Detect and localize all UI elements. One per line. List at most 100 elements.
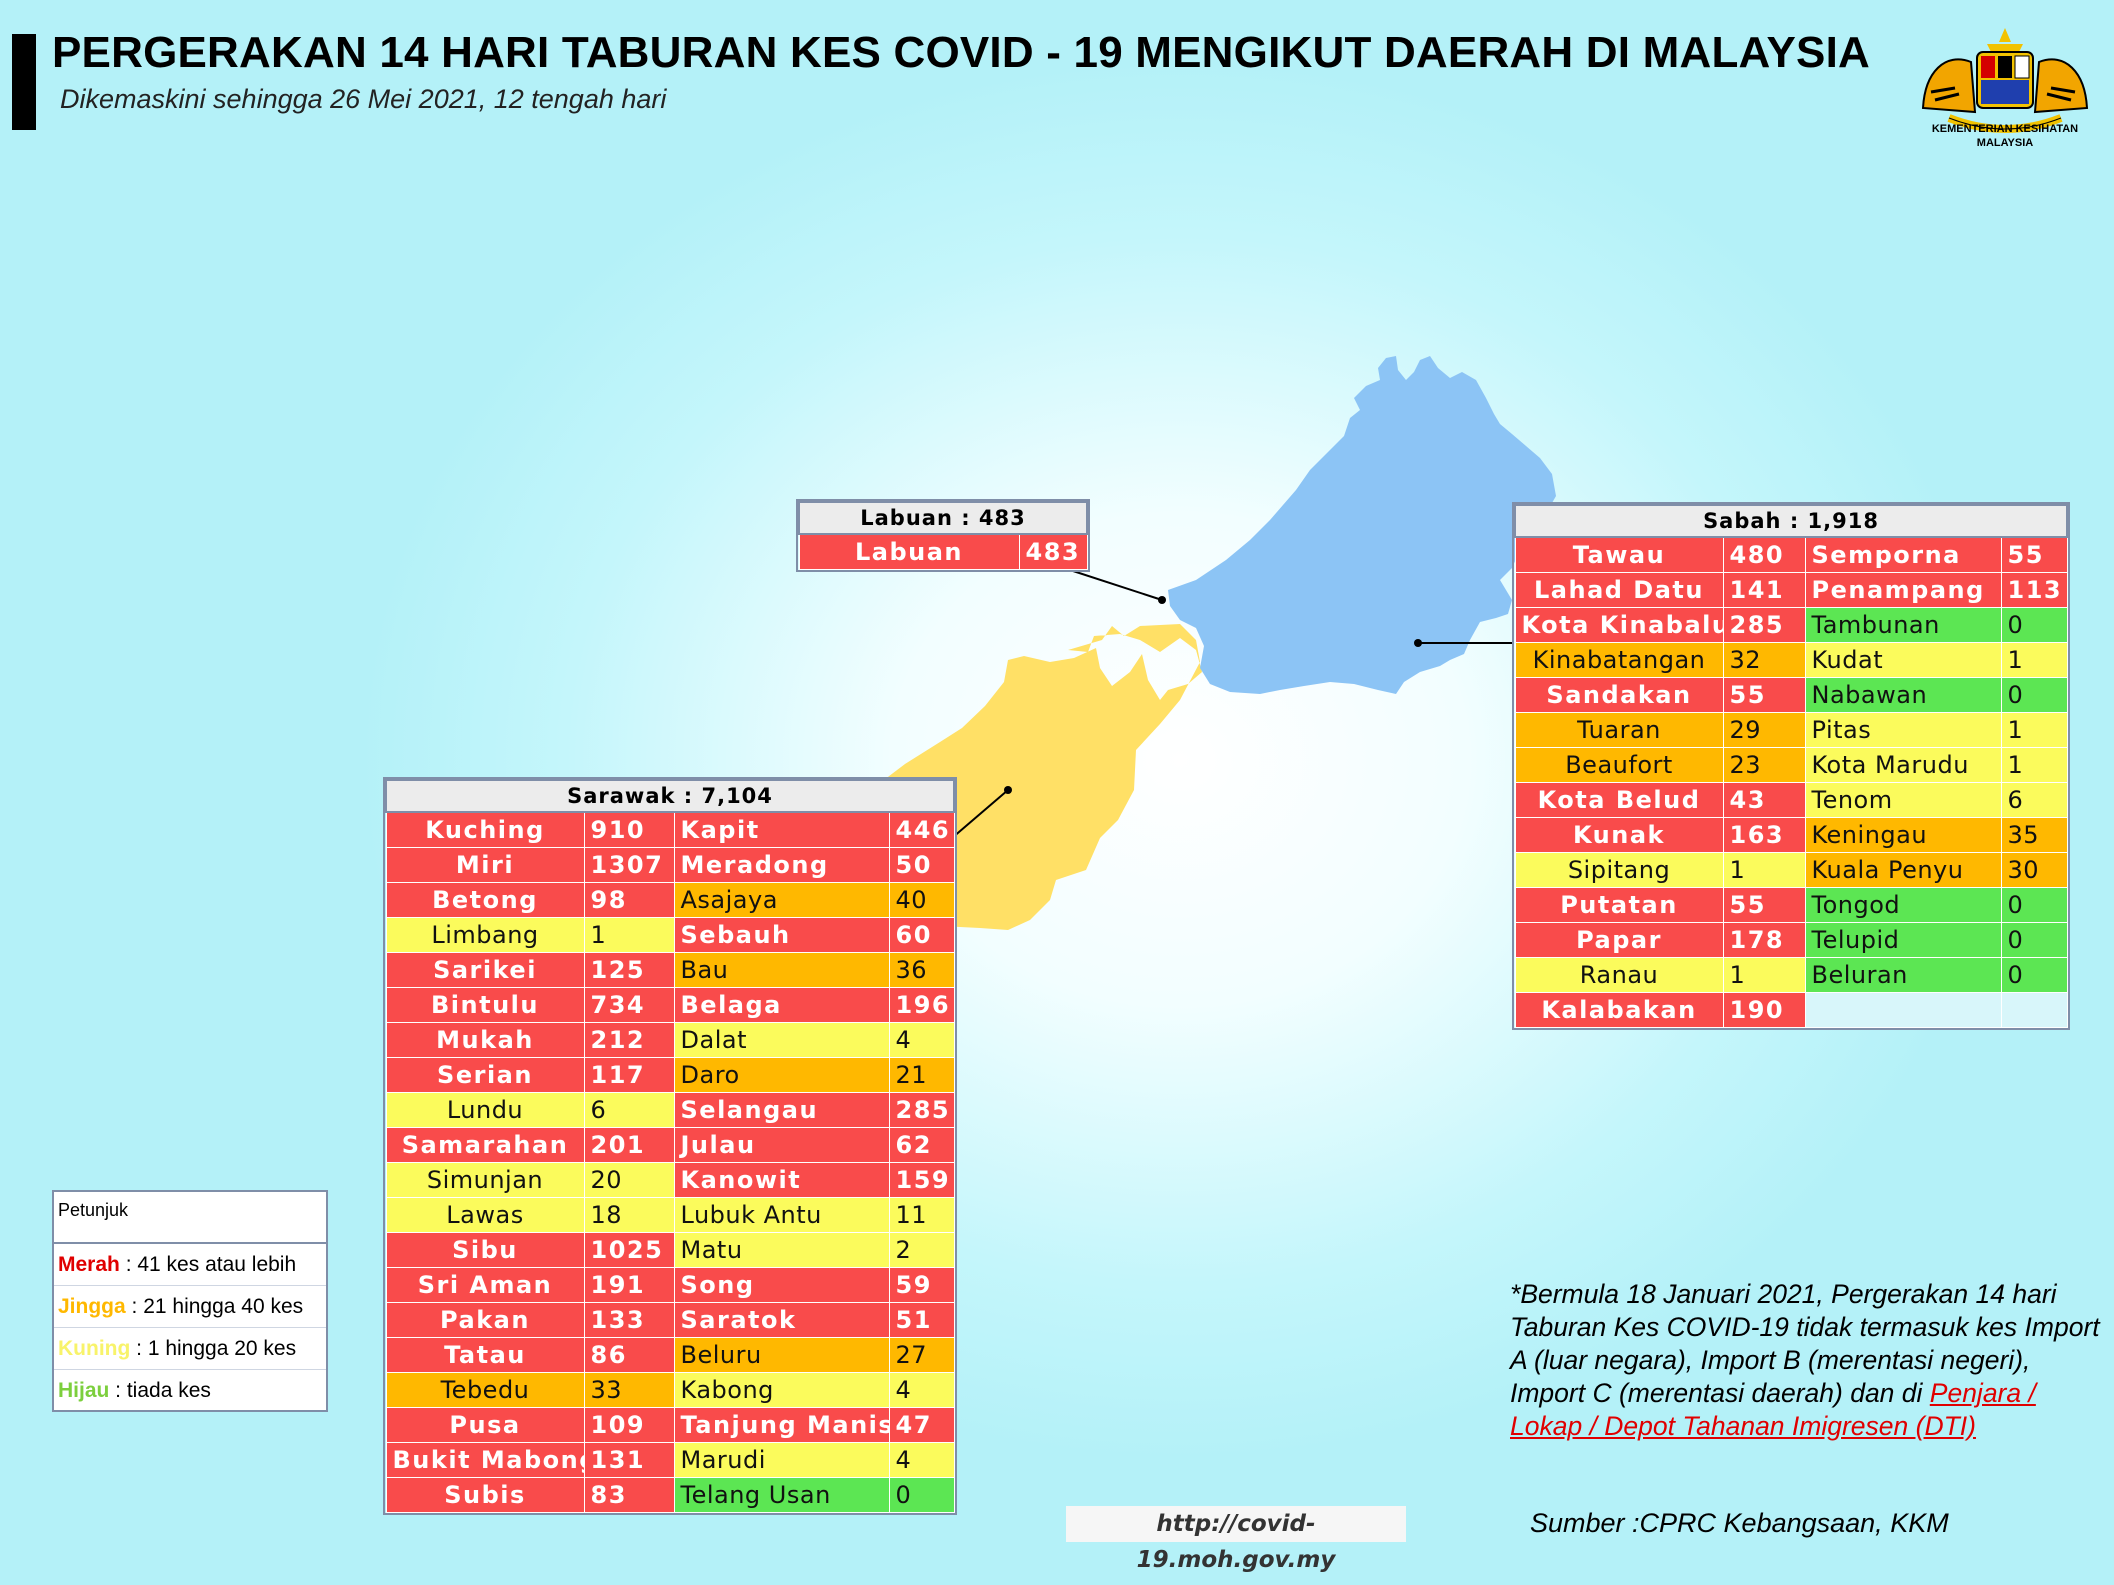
legend-description: : 1 hingga 20 kes [130, 1337, 297, 1360]
district-cases: 36 [888, 952, 955, 988]
district-name: Marudi [673, 1442, 890, 1478]
district-name: Song [673, 1267, 890, 1303]
district-name: Daro [673, 1057, 890, 1093]
sarawak-leader-line [951, 789, 1009, 839]
district-cases: 62 [888, 1127, 955, 1163]
district-cases: 35 [2000, 817, 2068, 853]
district-cases: 55 [1722, 887, 1806, 923]
district-name: Papar [1514, 922, 1724, 958]
table-row: Kota Kinabalu 285 Tambunan 0 [1514, 607, 2068, 643]
district-name: Putatan [1514, 887, 1724, 923]
district-name: Lahad Datu [1514, 572, 1724, 608]
table-row: Sibu 1025 Matu 2 [385, 1232, 955, 1268]
table-row: Lundu 6 Selangau 285 [385, 1092, 955, 1128]
district-cases: 1 [583, 917, 675, 953]
table-row: Papar 178 Telupid 0 [1514, 922, 2068, 958]
district-cases: 60 [888, 917, 955, 953]
district-cases: 55 [1722, 677, 1806, 713]
labuan-table: Labuan : 483 Labuan 483 [795, 499, 1091, 572]
table-row: Sarikei 125 Bau 36 [385, 952, 955, 988]
table-row: Serian 117 Daro 21 [385, 1057, 955, 1093]
district-cases: 4 [888, 1442, 955, 1478]
table-row: Sandakan 55 Nabawan 0 [1514, 677, 2068, 713]
district-name: Lawas [385, 1197, 585, 1233]
labuan-table-header: Labuan : 483 [797, 501, 1089, 535]
district-cases: 109 [583, 1407, 675, 1443]
table-row: Samarahan 201 Julau 62 [385, 1127, 955, 1163]
district-name: Pitas [1804, 712, 2002, 748]
district-cases: 29 [1722, 712, 1806, 748]
source-url[interactable]: http://covid-19.moh.gov.my [1066, 1506, 1406, 1573]
district-cases: 191 [583, 1267, 675, 1303]
district-name: Serian [385, 1057, 585, 1093]
district-cases: 212 [583, 1022, 675, 1058]
district-name: Kapit [673, 811, 890, 848]
sarawak-point [1004, 786, 1012, 794]
district-cases: 98 [583, 882, 675, 918]
table-row: Kunak 163 Keningau 35 [1514, 817, 2068, 853]
district-cases: 910 [583, 811, 675, 848]
district-cases: 43 [1722, 782, 1806, 818]
district-cases: 2 [888, 1232, 955, 1268]
sabah-table-header: Sabah : 1,918 [1513, 504, 2069, 538]
district-name: Subis [385, 1477, 585, 1513]
district-name: Kalabakan [1514, 992, 1724, 1028]
district-name: Keningau [1804, 817, 2002, 853]
page-title: PERGERAKAN 14 HARI TABURAN KES COVID - 1… [52, 28, 1870, 77]
table-row: Lahad Datu 141 Penampang 113 [1514, 572, 2068, 608]
district-cases: 1 [2000, 747, 2068, 783]
district-cases: 1 [1722, 957, 1806, 993]
district-name: Tatau [385, 1337, 585, 1373]
district-name: Sarikei [385, 952, 585, 988]
district-name: Tebedu [385, 1372, 585, 1408]
legend-item: Merah : 41 kes atau lebih [54, 1244, 326, 1286]
district-name: Pusa [385, 1407, 585, 1443]
district-name: Kuching [385, 811, 585, 848]
district-name: Kabong [673, 1372, 890, 1408]
table-row: Putatan 55 Tongod 0 [1514, 887, 2068, 923]
district-cases: 178 [1722, 922, 1806, 958]
district-name: Tuaran [1514, 712, 1724, 748]
legend-item: Jingga : 21 hingga 40 kes [54, 1286, 326, 1328]
district-cases: 285 [888, 1092, 955, 1128]
legend-description: : tiada kes [109, 1379, 211, 1402]
district-name: Julau [673, 1127, 890, 1163]
district-cases: 6 [583, 1092, 675, 1128]
district-name: Sri Aman [385, 1267, 585, 1303]
district-cases: 159 [888, 1162, 955, 1198]
footnote-link[interactable]: Penjara / Lokap / Depot Tahanan Imigrese… [1510, 1378, 2036, 1441]
district-name: Dalat [673, 1022, 890, 1058]
empty-cell [1804, 992, 2002, 1028]
district-cases: 0 [2000, 677, 2068, 713]
legend-description: : 41 kes atau lebih [119, 1253, 297, 1276]
district-name: Ranau [1514, 957, 1724, 993]
district-cases: 483 [1018, 533, 1088, 570]
district-cases: 163 [1722, 817, 1806, 853]
legend-key: Hijau [58, 1379, 110, 1402]
labuan-leader-line [1069, 569, 1163, 601]
district-cases: 133 [583, 1302, 675, 1338]
district-name: Kanowit [673, 1162, 890, 1198]
sarawak-table: Sarawak : 7,104 Kuching 910 Kapit 446 Miri 13… [383, 777, 957, 1515]
district-name: Telang Usan [673, 1477, 890, 1513]
legend-description: : 21 hingga 40 kes [125, 1295, 304, 1318]
legend-key: Jingga [58, 1295, 126, 1318]
labuan-point [1158, 596, 1166, 604]
table-row: Mukah 212 Dalat 4 [385, 1022, 955, 1058]
district-name: Tenom [1804, 782, 2002, 818]
title-accent-bar [12, 34, 36, 130]
district-cases: 1 [1722, 852, 1806, 888]
table-row: Kota Belud 43 Tenom 6 [1514, 782, 2068, 818]
district-name: Bau [673, 952, 890, 988]
table-row: Labuan 483 [798, 533, 1088, 570]
district-name: Sipitang [1514, 852, 1724, 888]
table-row: Lawas 18 Lubuk Antu 11 [385, 1197, 955, 1233]
district-cases: 141 [1722, 572, 1806, 608]
district-cases: 285 [1722, 607, 1806, 643]
footnote-text: *Bermula 18 Januari 2021, Pergerakan 14 … [1510, 1279, 2100, 1408]
legend-item: Hijau : tiada kes [54, 1370, 326, 1411]
district-cases: 20 [583, 1162, 675, 1198]
district-name: Kuala Penyu [1804, 852, 2002, 888]
district-name: Kudat [1804, 642, 2002, 678]
district-cases: 113 [2000, 572, 2068, 608]
